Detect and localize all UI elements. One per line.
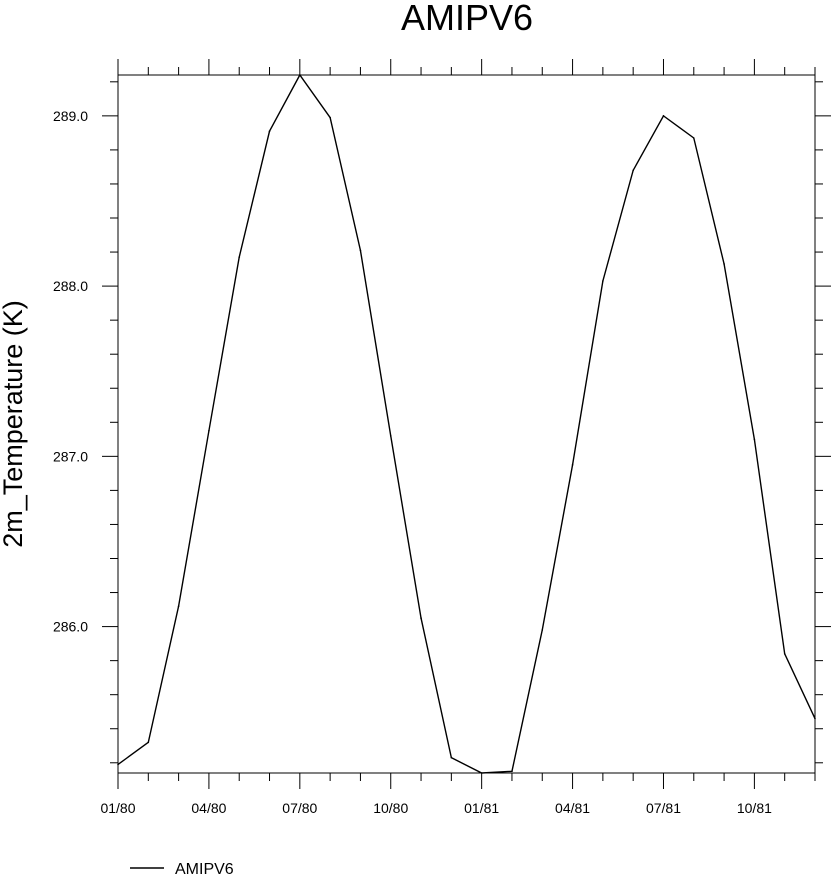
y-tick-label: 286.0: [53, 619, 88, 635]
data-point: [208, 430, 210, 432]
y-axis-label: 2m_Temperature (K): [0, 300, 28, 548]
x-tick-label: 07/80: [282, 800, 317, 816]
data-point: [480, 772, 483, 774]
data-point: [268, 130, 271, 132]
y-tick-labels: 286.0 287.0 288.0 289.0: [53, 108, 88, 635]
legend-label: AMIPV6: [175, 861, 234, 875]
x-tick-label: 07/81: [646, 800, 681, 816]
data-point: [359, 249, 362, 252]
series-points: [117, 74, 816, 774]
data-point: [299, 74, 301, 76]
x-tick-label: 01/81: [464, 800, 499, 816]
x-tick-label: 04/81: [555, 800, 590, 816]
data-point: [420, 617, 422, 619]
x-tick-label: 10/81: [737, 800, 772, 816]
y-tick-label: 288.0: [53, 278, 88, 294]
series-line-amipv6: [117, 73, 816, 774]
legend: AMIPV6: [130, 861, 234, 875]
x-tick-labels: 01/80 04/80 07/80 10/80 01/81 04/81 07/81 10/81: [100, 800, 772, 816]
axis-ticks: [102, 59, 831, 789]
data-point: [389, 435, 392, 437]
data-point: [177, 605, 180, 607]
plot-frame: [117, 74, 816, 774]
data-point: [147, 741, 150, 744]
x-tick-label: 04/80: [191, 800, 226, 816]
data-point: [238, 256, 241, 258]
data-point: [511, 770, 513, 773]
y-tick-label: 287.0: [53, 448, 88, 464]
x-tick-label: 01/80: [100, 800, 135, 816]
data-point: [329, 116, 331, 119]
data-point: [571, 464, 574, 466]
data-point: [632, 169, 634, 172]
data-point: [692, 137, 695, 139]
chart-title: AMIPV6: [401, 0, 533, 38]
data-point: [723, 263, 725, 265]
data-point: [783, 653, 786, 655]
data-point: [450, 756, 453, 759]
x-tick-label: 10/80: [373, 800, 408, 816]
data-point: [753, 438, 756, 441]
data-point: [602, 280, 604, 282]
y-tick-label: 289.0: [53, 108, 88, 124]
data-point: [541, 629, 544, 631]
data-point: [117, 763, 119, 766]
data-point: [814, 717, 816, 720]
data-point: [662, 115, 665, 117]
